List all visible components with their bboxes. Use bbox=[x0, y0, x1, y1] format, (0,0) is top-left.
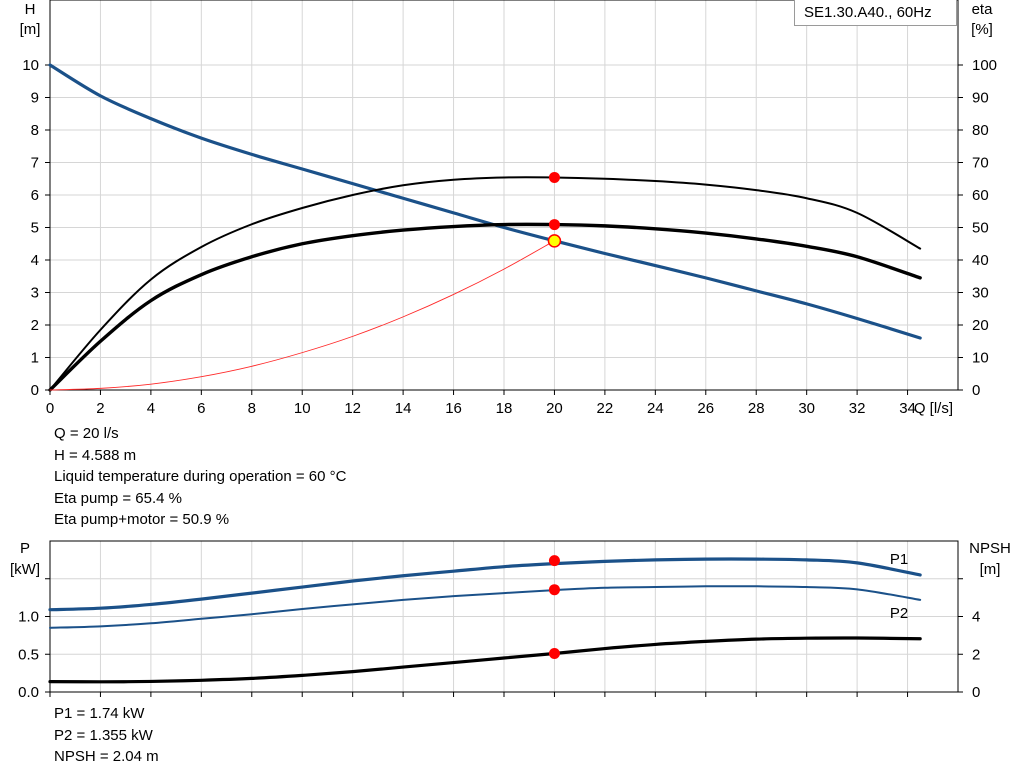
x-tick-label: 2 bbox=[96, 400, 104, 417]
y-tick-label: 10 bbox=[22, 57, 39, 74]
y2-tick-label: 10 bbox=[972, 350, 989, 367]
y2-tick-label: 100 bbox=[972, 57, 997, 74]
x-tick-label: 8 bbox=[248, 400, 256, 417]
x-tick-label: 30 bbox=[798, 400, 815, 417]
info-p2: P2 = 1.355 kW bbox=[54, 726, 153, 744]
x-tick-label: 22 bbox=[597, 400, 614, 417]
y-tick-label: 5 bbox=[31, 220, 39, 237]
head-curve bbox=[48, 63, 922, 340]
y2-tick-label: 30 bbox=[972, 285, 989, 302]
head-efficiency-chart: 0 2 4 6 8 10 12 14 16 18 20 22 24 26 28 30 32 34Q [l/s]01… bbox=[20, 0, 997, 417]
y2-tick-label: 0 bbox=[972, 382, 980, 399]
y2-tick-label: 90 bbox=[972, 90, 989, 107]
x-tick-label: 32 bbox=[849, 400, 866, 417]
info-p1: P1 = 1.74 kW bbox=[54, 705, 145, 722]
system-curve bbox=[49, 240, 555, 391]
x-tick-label: 34 bbox=[899, 400, 916, 417]
y2-tick-label: 4 bbox=[972, 609, 980, 626]
duty-point-power bbox=[548, 555, 560, 567]
y2-axis-unit: [m] bbox=[980, 561, 1001, 578]
y-tick-label: 1 bbox=[31, 350, 39, 367]
y2-axis-unit: [%] bbox=[971, 21, 993, 38]
curve-legend-label: SE1.30.A40., 60Hz bbox=[794, 0, 957, 26]
y-tick-label: 3 bbox=[31, 285, 39, 302]
npsh-curve bbox=[48, 636, 922, 684]
y-tick-label: 7 bbox=[31, 155, 39, 172]
y-tick-label: 6 bbox=[31, 187, 39, 204]
y2-axis-label: eta bbox=[972, 1, 994, 18]
x-axis-label: Q [l/s] bbox=[914, 400, 953, 417]
duty-point-head bbox=[547, 234, 562, 248]
x-tick-label: 24 bbox=[647, 400, 664, 417]
y-axis-unit: [m] bbox=[20, 21, 41, 38]
info-head: H = 4.588 m bbox=[54, 446, 137, 464]
x-tick-label: 18 bbox=[496, 400, 513, 417]
duty-point-eta bbox=[548, 171, 560, 183]
power-point-info: P1 = 1.74 kW P2 = 1.355 kW NPSH = 2.04 m bbox=[54, 703, 159, 768]
eta-pump-curve bbox=[49, 176, 922, 391]
p2-curve-label: P2 bbox=[890, 605, 908, 622]
y2-tick-label: 0 bbox=[972, 684, 980, 701]
y-tick-label: 4 bbox=[31, 252, 39, 269]
p2-curve bbox=[49, 585, 922, 629]
x-tick-label: 0 bbox=[46, 400, 54, 417]
x-tick-label: 20 bbox=[546, 400, 563, 417]
x-tick-label: 26 bbox=[697, 400, 714, 417]
duty-point-info: Q = 20 l/s H = 4.588 m Liquid temperatur… bbox=[54, 423, 346, 531]
y-tick-label: 0 bbox=[31, 382, 39, 399]
y-tick-label: 0.5 bbox=[18, 646, 39, 663]
y-axis-label: H bbox=[25, 1, 36, 18]
x-tick-label: 16 bbox=[445, 400, 462, 417]
info-flow: Q = 20 l/s bbox=[54, 425, 119, 442]
x-tick-label: 28 bbox=[748, 400, 765, 417]
power-npsh-chart: 0.0 0.5 1.0 P [kW] 0 2 4 NPSH [m] P1 P2 bbox=[10, 540, 1011, 701]
y2-tick-label: 40 bbox=[972, 252, 989, 269]
duty-point-power bbox=[548, 584, 560, 596]
y-tick-label: 9 bbox=[31, 90, 39, 107]
p1-curve-label: P1 bbox=[890, 551, 908, 568]
x-tick-label: 12 bbox=[344, 400, 361, 417]
y2-tick-label: 60 bbox=[972, 187, 989, 204]
duty-point-eta bbox=[548, 219, 560, 231]
x-tick-label: 6 bbox=[197, 400, 205, 417]
info-liquid-temperature: Liquid temperature during operation = 60… bbox=[54, 468, 347, 485]
y2-tick-label: 20 bbox=[972, 317, 989, 334]
y-axis-unit: [kW] bbox=[10, 561, 40, 578]
y-tick-label: 1.0 bbox=[18, 609, 39, 626]
info-eta-pump-motor: Eta pump+motor = 50.9 % bbox=[54, 511, 230, 528]
y-tick-label: 8 bbox=[31, 122, 39, 139]
info-npsh: NPSH = 2.04 m bbox=[54, 748, 159, 765]
x-tick-label: 10 bbox=[294, 400, 311, 417]
y-tick-label: 2 bbox=[31, 317, 39, 334]
y-tick-label: 0.0 bbox=[18, 684, 39, 701]
x-tick-label: 14 bbox=[395, 400, 412, 417]
y2-tick-label: 2 bbox=[972, 646, 980, 663]
y2-tick-label: 50 bbox=[972, 220, 989, 237]
y-axis-label: P bbox=[20, 540, 30, 557]
y2-tick-label: 80 bbox=[972, 122, 989, 139]
p1-curve bbox=[48, 557, 922, 612]
duty-point-power bbox=[548, 647, 560, 659]
info-eta-pump: Eta pump = 65.4 % bbox=[54, 489, 182, 507]
eta-pump-motor-curve bbox=[48, 222, 922, 392]
x-tick-label: 4 bbox=[147, 400, 155, 417]
y2-tick-label: 70 bbox=[972, 155, 989, 172]
y2-axis-label: NPSH bbox=[969, 540, 1011, 557]
